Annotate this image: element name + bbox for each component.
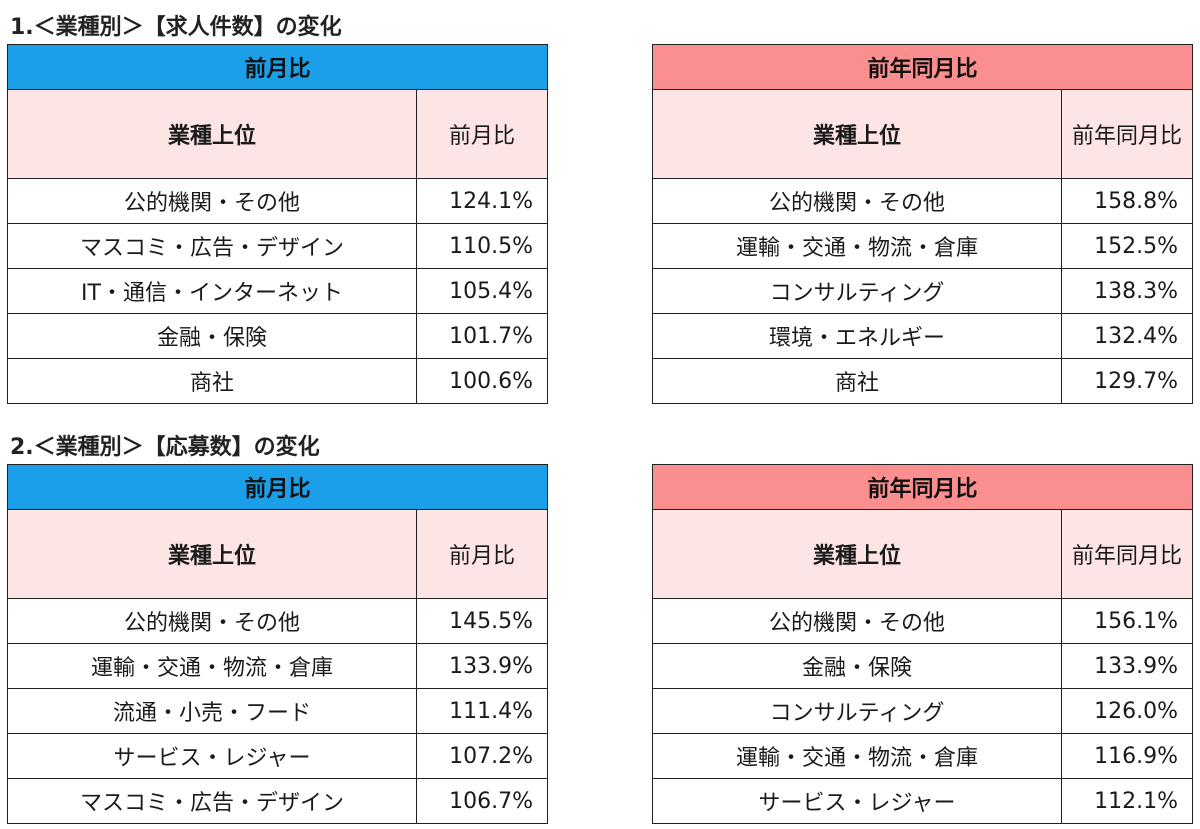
header-industry: 業種上位 xyxy=(652,89,1062,179)
header-value: 前月比 xyxy=(415,509,549,599)
band-label: 前年同月比 xyxy=(651,464,1194,510)
value-cell: 133.9% xyxy=(1060,643,1194,689)
table-row: 公的機関・その他 124.1% xyxy=(7,178,549,224)
value-cell: 138.3% xyxy=(1060,268,1194,314)
header-industry: 業種上位 xyxy=(652,509,1062,599)
industry-cell: 運輸・交通・物流・倉庫 xyxy=(7,643,417,689)
section-1-title: 1.＜業種別＞【求人件数】の変化 xyxy=(10,15,342,40)
value-cell: 152.5% xyxy=(1060,223,1194,269)
table-row: 運輸・交通・物流・倉庫 133.9% xyxy=(7,643,549,689)
value-cell: 116.9% xyxy=(1060,733,1194,779)
industry-cell: 流通・小売・フード xyxy=(7,688,417,734)
table-row: 公的機関・その他 158.8% xyxy=(652,178,1194,224)
table-row: マスコミ・広告・デザイン 106.7% xyxy=(7,778,549,824)
value-cell: 133.9% xyxy=(415,643,549,689)
table-row: 公的機関・その他 156.1% xyxy=(652,598,1194,644)
industry-cell: 運輸・交通・物流・倉庫 xyxy=(652,733,1062,779)
header-value: 前月比 xyxy=(415,89,549,179)
value-cell: 111.4% xyxy=(415,688,549,734)
table-row: IT・通信・インターネット 105.4% xyxy=(7,268,549,314)
value-cell: 158.8% xyxy=(1060,178,1194,224)
table-row: 商社 129.7% xyxy=(652,358,1194,404)
industry-cell: 公的機関・その他 xyxy=(652,598,1062,644)
value-cell: 107.2% xyxy=(415,733,549,779)
value-cell: 101.7% xyxy=(415,313,549,359)
band-label: 前年同月比 xyxy=(651,44,1194,90)
table-row: マスコミ・広告・デザイン 110.5% xyxy=(7,223,549,269)
table-row: 金融・保険 133.9% xyxy=(652,643,1194,689)
applications-month-table: 前月比 業種上位 前月比 公的機関・その他 145.5% 運輸・交通・物流・倉庫 1… xyxy=(6,464,549,824)
table-row: コンサルティング 126.0% xyxy=(652,688,1194,734)
industry-cell: 公的機関・その他 xyxy=(652,178,1062,224)
industry-cell: 商社 xyxy=(652,358,1062,404)
value-cell: 145.5% xyxy=(415,598,549,644)
table-row: サービス・レジャー 107.2% xyxy=(7,733,549,779)
industry-cell: コンサルティング xyxy=(652,688,1062,734)
table-row: 環境・エネルギー 132.4% xyxy=(652,313,1194,359)
job-postings-month-table: 前月比 業種上位 前月比 公的機関・その他 124.1% マスコミ・広告・デザイン… xyxy=(6,44,549,404)
industry-cell: 金融・保険 xyxy=(652,643,1062,689)
applications-year-table: 前年同月比 業種上位 前年同月比 公的機関・その他 156.1% 金融・保険 133… xyxy=(651,464,1194,824)
value-cell: 110.5% xyxy=(415,223,549,269)
industry-cell: IT・通信・インターネット xyxy=(7,268,417,314)
section-2-title: 2.＜業種別＞【応募数】の変化 xyxy=(10,435,320,460)
value-cell: 156.1% xyxy=(1060,598,1194,644)
table-row: 流通・小売・フード 111.4% xyxy=(7,688,549,734)
header-value: 前年同月比 xyxy=(1060,509,1194,599)
industry-cell: 商社 xyxy=(7,358,417,404)
industry-cell: 運輸・交通・物流・倉庫 xyxy=(652,223,1062,269)
industry-cell: サービス・レジャー xyxy=(652,778,1062,824)
industry-cell: 金融・保険 xyxy=(7,313,417,359)
table-row: 金融・保険 101.7% xyxy=(7,313,549,359)
industry-cell: 公的機関・その他 xyxy=(7,178,417,224)
industry-cell: マスコミ・広告・デザイン xyxy=(7,778,417,824)
value-cell: 105.4% xyxy=(415,268,549,314)
value-cell: 100.6% xyxy=(415,358,549,404)
industry-cell: マスコミ・広告・デザイン xyxy=(7,223,417,269)
table-row: 商社 100.6% xyxy=(7,358,549,404)
band-label: 前月比 xyxy=(6,44,549,90)
header-industry: 業種上位 xyxy=(7,509,417,599)
industry-cell: サービス・レジャー xyxy=(7,733,417,779)
value-cell: 112.1% xyxy=(1060,778,1194,824)
table-row: 運輸・交通・物流・倉庫 116.9% xyxy=(652,733,1194,779)
value-cell: 132.4% xyxy=(1060,313,1194,359)
band-label: 前月比 xyxy=(6,464,549,510)
industry-cell: 環境・エネルギー xyxy=(652,313,1062,359)
table-row: コンサルティング 138.3% xyxy=(652,268,1194,314)
table-row: サービス・レジャー 112.1% xyxy=(652,778,1194,824)
value-cell: 129.7% xyxy=(1060,358,1194,404)
value-cell: 124.1% xyxy=(415,178,549,224)
table-row: 公的機関・その他 145.5% xyxy=(7,598,549,644)
value-cell: 106.7% xyxy=(415,778,549,824)
header-industry: 業種上位 xyxy=(7,89,417,179)
header-value: 前年同月比 xyxy=(1060,89,1194,179)
value-cell: 126.0% xyxy=(1060,688,1194,734)
industry-cell: コンサルティング xyxy=(652,268,1062,314)
table-row: 運輸・交通・物流・倉庫 152.5% xyxy=(652,223,1194,269)
job-postings-year-table: 前年同月比 業種上位 前年同月比 公的機関・その他 158.8% 運輸・交通・物流… xyxy=(651,44,1194,404)
industry-cell: 公的機関・その他 xyxy=(7,598,417,644)
